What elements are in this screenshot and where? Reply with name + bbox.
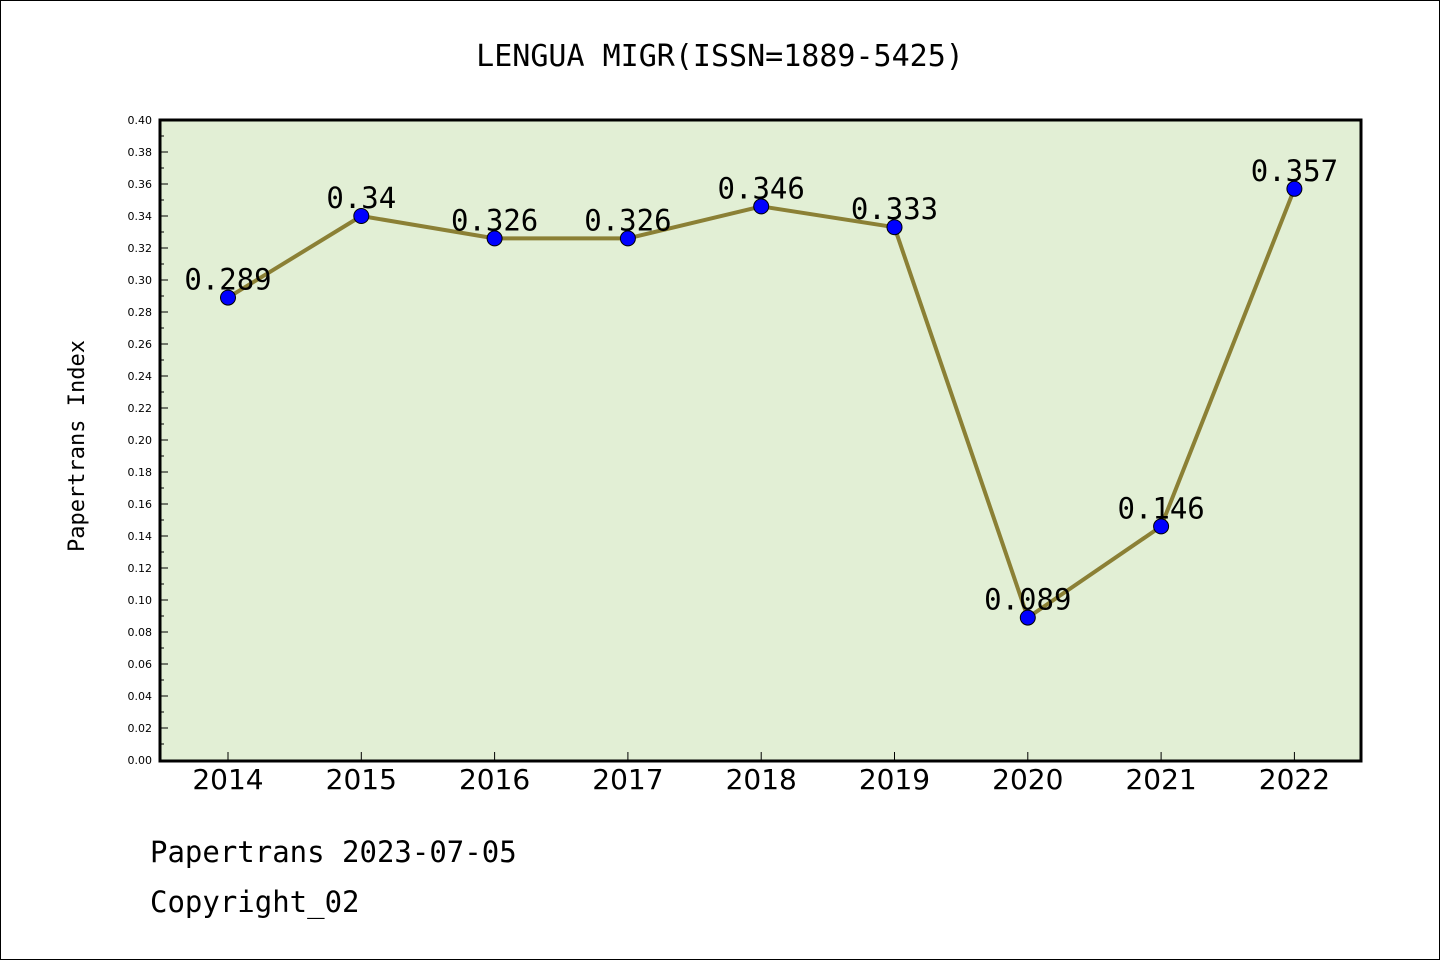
data-point — [619, 230, 636, 247]
x-tick-label: 2020 — [992, 763, 1063, 796]
x-tick-label: 2019 — [859, 763, 930, 796]
data-label: 0.146 — [1117, 491, 1204, 525]
data-point — [220, 289, 236, 306]
y-tick-label: 0.24 — [128, 370, 153, 383]
y-tick-label: 0.20 — [128, 434, 153, 447]
data-label: 0.326 — [584, 203, 671, 237]
data-labels-group: 0.289 0.34 0.326 0.326 0.346 0.333 0.089 0.146 0… — [184, 154, 1338, 617]
y-tick-label: 0.12 — [128, 562, 153, 575]
data-label: 0.326 — [451, 203, 538, 237]
y-tick-label: 0.32 — [128, 242, 153, 255]
y-tick-label: 0.10 — [128, 594, 153, 607]
y-tick-label: 0.06 — [128, 658, 153, 671]
x-tick-label: 2017 — [592, 763, 663, 796]
source-date-text: Papertrans 2023-07-05 — [150, 835, 517, 869]
x-tick-label: 2021 — [1125, 763, 1196, 796]
y-tick-label: 0.28 — [128, 306, 153, 319]
plot-area — [158, 118, 1363, 763]
x-tick-label: 2022 — [1259, 763, 1330, 796]
data-point — [353, 208, 370, 224]
data-label: 0.357 — [1251, 154, 1338, 188]
data-label: 0.34 — [326, 181, 396, 215]
y-tick-label: 0.40 — [128, 114, 153, 127]
data-point — [1153, 518, 1170, 535]
y-axis-label: Papertrans Index — [65, 340, 90, 552]
x-tick-label: 2018 — [726, 763, 797, 796]
y-tick-label: 0.38 — [128, 146, 153, 159]
y-tick-label: 0.00 — [128, 754, 153, 767]
y-tick-label: 0.30 — [128, 274, 153, 287]
y-tick-label: 0.08 — [128, 626, 153, 639]
series-group — [220, 180, 1303, 626]
y-tick-label: 0.16 — [128, 498, 153, 511]
y-tick-label: 0.02 — [128, 722, 153, 735]
data-point — [486, 230, 503, 247]
data-point — [886, 219, 903, 236]
x-tick-label: 2016 — [459, 763, 530, 796]
y-tick-label: 0.18 — [128, 466, 153, 479]
data-point — [1019, 609, 1036, 626]
data-point — [753, 198, 770, 215]
y-tick-label: 0.14 — [128, 530, 153, 543]
x-tick-label: 2014 — [192, 763, 263, 796]
data-point — [1286, 180, 1303, 197]
y-tick-label: 0.34 — [128, 210, 153, 223]
y-tick-label: 0.22 — [128, 402, 153, 415]
y-tick-label: 0.04 — [128, 690, 153, 703]
data-label: 0.346 — [718, 171, 805, 205]
data-label: 0.333 — [851, 192, 938, 226]
data-label: 0.289 — [184, 263, 271, 297]
chart-title: LENGUA MIGR(ISSN=1889-5425) — [476, 39, 964, 74]
x-tick-label: 2015 — [326, 763, 397, 796]
y-axis: 0.00 0.02 0.04 0.06 0.08 0.10 0.12 0.14 0.16 0.18… — [128, 114, 168, 767]
y-tick-label: 0.26 — [128, 338, 153, 351]
x-axis: 2014 2015 2016 2017 2018 2019 2020 2021 2022 — [192, 752, 1330, 796]
y-tick-label: 0.36 — [128, 178, 153, 191]
copyright-text: Copyright_02 — [150, 885, 360, 919]
data-label: 0.089 — [984, 583, 1071, 617]
